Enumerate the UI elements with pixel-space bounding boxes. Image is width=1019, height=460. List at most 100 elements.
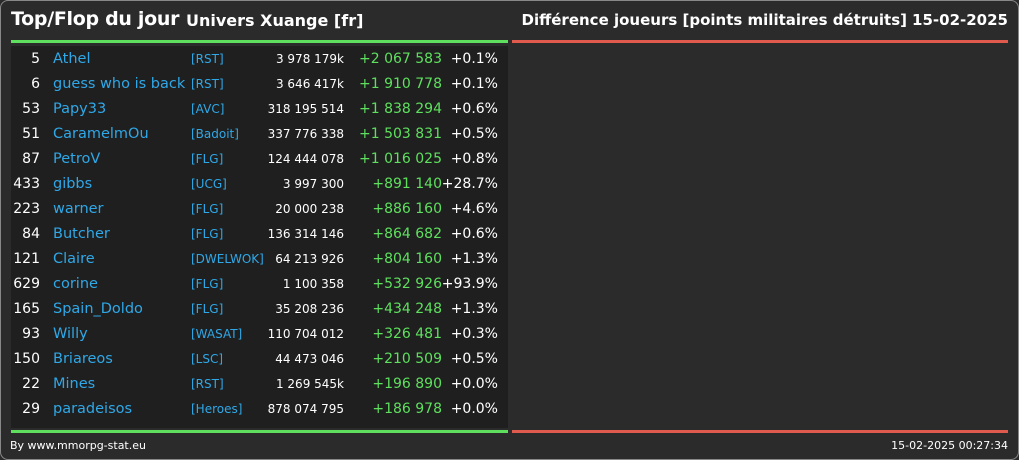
table-row: 93 Willy [WASAT] 110 704 012 +326 481 +0.3%: [11, 322, 508, 347]
alliance-tag-link[interactable]: [DWELWOK]: [191, 252, 264, 266]
player-name-link[interactable]: Willy: [53, 326, 88, 342]
percent-change: +0.1%: [450, 76, 498, 92]
table-row: 150 Briareos [LSC] 44 473 046 +210 509 +0.5%: [11, 347, 508, 372]
table-row: 51 CaramelmOu [Badoit] 337 776 338 +1 503 83…: [11, 122, 508, 147]
alliance-tag-link[interactable]: [Badoit]: [191, 127, 239, 141]
percent-change: +1.3%: [450, 301, 498, 317]
percent-change: +0.1%: [450, 51, 498, 67]
alliance-tag-link[interactable]: [LSC]: [191, 352, 224, 366]
points-difference: +186 978: [372, 401, 442, 417]
points-difference: +434 248: [372, 301, 442, 317]
table-row: 5 Athel [RST] 3 978 179k +2 067 583 +0.1%: [11, 47, 508, 72]
player-name-link[interactable]: Mines: [53, 376, 96, 392]
percent-change: +0.8%: [450, 151, 498, 167]
player-points: 3 978 179k: [275, 52, 344, 66]
percent-change: +0.6%: [450, 226, 498, 242]
points-difference: +886 160: [372, 201, 442, 217]
player-rank: 29: [22, 401, 40, 417]
points-difference: +1 016 025: [359, 151, 442, 167]
source-credit: By www.mmorpg-stat.eu: [10, 439, 146, 452]
player-points: 124 444 078: [267, 152, 344, 166]
points-difference: +532 926: [372, 276, 442, 292]
player-name-link[interactable]: CaramelmOu: [53, 126, 149, 142]
percent-change: +0.5%: [450, 351, 498, 367]
alliance-tag-link[interactable]: [RST]: [191, 77, 224, 91]
alliance-tag-link[interactable]: [FLG]: [191, 277, 224, 291]
player-name-link[interactable]: Spain_Doldo: [53, 301, 143, 317]
player-rank: 51: [22, 126, 40, 142]
top-accent-bar-top: [11, 40, 508, 43]
player-name-link[interactable]: Athel: [53, 51, 91, 67]
player-points: 3 997 300: [282, 177, 344, 191]
alliance-tag-link[interactable]: [RST]: [191, 52, 224, 66]
points-difference: +804 160: [372, 251, 442, 267]
table-row: 433 gibbs [UCG] 3 997 300 +891 140 +28.7%: [11, 172, 508, 197]
percent-change: +0.6%: [450, 101, 498, 117]
percent-change: +0.0%: [450, 401, 498, 417]
player-points: 337 776 338: [267, 127, 344, 141]
alliance-tag-link[interactable]: [FLG]: [191, 227, 224, 241]
player-rank: 22: [22, 376, 40, 392]
percent-change: +4.6%: [450, 201, 498, 217]
alliance-tag-link[interactable]: [FLG]: [191, 152, 224, 166]
alliance-tag-link[interactable]: [RST]: [191, 377, 224, 391]
table-row: 29 paradeisos [Heroes] 878 074 795 +186 978 +…: [11, 397, 508, 422]
header-date: 15-02-2025: [912, 11, 1008, 29]
percent-change: +0.5%: [450, 126, 498, 142]
percent-change: +1.3%: [450, 251, 498, 267]
player-name-link[interactable]: gibbs: [53, 176, 93, 192]
table-row: 121 Claire [DWELWOK] 64 213 926 +804 160 +1.3…: [11, 247, 508, 272]
player-points: 20 000 238: [275, 202, 344, 216]
points-difference: +864 682: [372, 226, 442, 242]
alliance-tag-link[interactable]: [Heroes]: [191, 402, 243, 416]
player-points: 136 314 146: [267, 227, 344, 241]
player-rank: 223: [13, 201, 40, 217]
alliance-tag-link[interactable]: [WASAT]: [191, 327, 243, 341]
points-difference: +210 509: [372, 351, 442, 367]
player-rank: 433: [13, 176, 40, 192]
player-points: 1 269 545k: [275, 377, 344, 391]
metric-label: Différence joueurs [points militaires dé…: [521, 11, 907, 29]
table-row: 223 warner [FLG] 20 000 238 +886 160 +4.6%: [11, 197, 508, 222]
table-row: 22 Mines [RST] 1 269 545k +196 890 +0.0%: [11, 372, 508, 397]
table-row: 53 Papy33 [AVC] 318 195 514 +1 838 294 +0.6%: [11, 97, 508, 122]
flop-accent-bar-top: [512, 40, 1008, 43]
alliance-tag-link[interactable]: [FLG]: [191, 202, 224, 216]
table-row: 87 PetroV [FLG] 124 444 078 +1 016 025 +0.8%: [11, 147, 508, 172]
player-points: 878 074 795: [267, 402, 344, 416]
player-name-link[interactable]: Papy33: [53, 101, 107, 117]
player-name-link[interactable]: corine: [53, 276, 98, 292]
table-row: 165 Spain_Doldo [FLG] 35 208 236 +434 248 +1.…: [11, 297, 508, 322]
percent-change: +0.0%: [450, 376, 498, 392]
points-difference: +196 890: [372, 376, 442, 392]
player-rank: 84: [22, 226, 40, 242]
player-rank: 165: [13, 301, 40, 317]
player-points: 44 473 046: [275, 352, 344, 366]
player-rank: 121: [13, 251, 40, 267]
player-name-link[interactable]: PetroV: [53, 151, 101, 167]
player-rank: 53: [22, 101, 40, 117]
alliance-tag-link[interactable]: [FLG]: [191, 302, 224, 316]
player-rank: 6: [31, 76, 40, 92]
top-list-panel: 5 Athel [RST] 3 978 179k +2 067 583 +0.1% 6 gue…: [11, 46, 508, 428]
player-name-link[interactable]: Claire: [53, 251, 95, 267]
player-points: 318 195 514: [267, 102, 344, 116]
flop-list-panel: [512, 46, 1008, 428]
player-points: 110 704 012: [267, 327, 344, 341]
alliance-tag-link[interactable]: [AVC]: [191, 102, 225, 116]
top-accent-bar-bottom: [11, 430, 508, 433]
alliance-tag-link[interactable]: [UCG]: [191, 177, 227, 191]
player-name-link[interactable]: paradeisos: [53, 401, 133, 417]
percent-change: +0.3%: [450, 326, 498, 342]
table-row: 629 corine [FLG] 1 100 358 +532 926 +93.9%: [11, 272, 508, 297]
player-points: 1 100 358: [282, 277, 344, 291]
player-name-link[interactable]: Briareos: [53, 351, 113, 367]
universe-label: Univers Xuange [fr]: [186, 11, 364, 30]
table-row: 6 guess who is back [RST] 3 646 417k +1 910 …: [11, 72, 508, 97]
points-difference: +1 838 294: [359, 101, 442, 117]
player-points: 64 213 926: [275, 252, 344, 266]
player-name-link[interactable]: warner: [53, 201, 104, 217]
player-name-link[interactable]: guess who is back: [53, 76, 186, 92]
player-name-link[interactable]: Butcher: [53, 226, 110, 242]
table-row: 84 Butcher [FLG] 136 314 146 +864 682 +0.6%: [11, 222, 508, 247]
